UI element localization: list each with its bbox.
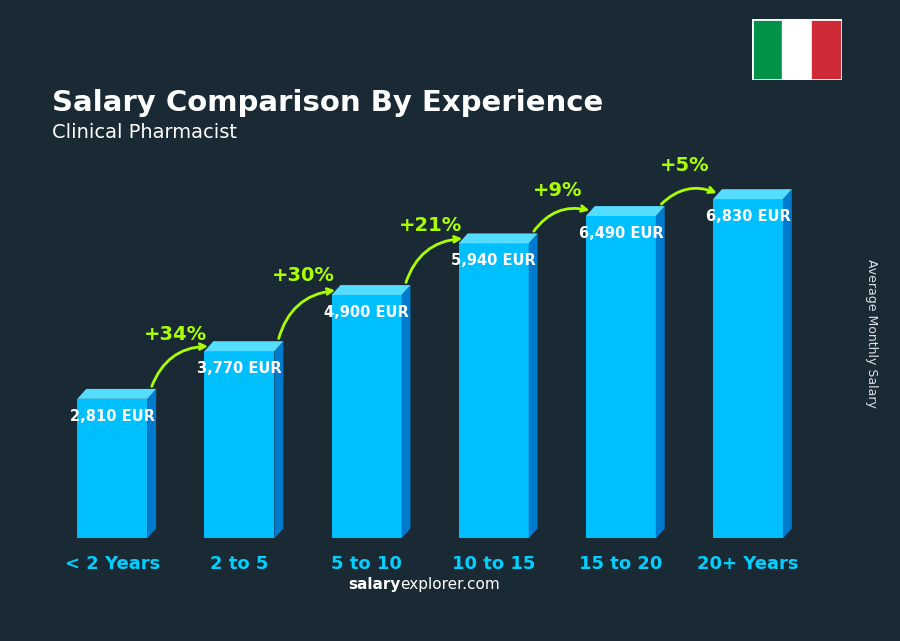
Polygon shape	[77, 399, 148, 538]
Polygon shape	[204, 341, 284, 351]
Text: Salary Comparison By Experience: Salary Comparison By Experience	[52, 89, 603, 117]
Text: +5%: +5%	[660, 156, 709, 176]
Text: 6,490 EUR: 6,490 EUR	[579, 226, 663, 241]
Polygon shape	[459, 244, 528, 538]
Polygon shape	[783, 189, 792, 538]
Text: 2,810 EUR: 2,810 EUR	[70, 409, 155, 424]
Bar	[812, 19, 842, 80]
Text: +30%: +30%	[272, 265, 335, 285]
Bar	[752, 19, 781, 80]
Polygon shape	[528, 233, 537, 538]
Bar	[781, 19, 812, 80]
Polygon shape	[148, 389, 157, 538]
Text: Average Monthly Salary: Average Monthly Salary	[865, 259, 878, 408]
Text: +9%: +9%	[533, 181, 582, 200]
Text: 6,830 EUR: 6,830 EUR	[706, 209, 790, 224]
Text: Clinical Pharmacist: Clinical Pharmacist	[52, 123, 237, 142]
Text: +21%: +21%	[399, 216, 462, 235]
Polygon shape	[204, 351, 274, 538]
Text: explorer.com: explorer.com	[400, 577, 500, 592]
Polygon shape	[656, 206, 665, 538]
Polygon shape	[713, 189, 792, 199]
Polygon shape	[713, 199, 783, 538]
Polygon shape	[331, 285, 410, 295]
Text: 4,900 EUR: 4,900 EUR	[324, 305, 409, 320]
Polygon shape	[77, 389, 157, 399]
Polygon shape	[401, 285, 410, 538]
Polygon shape	[331, 295, 401, 538]
Text: salary: salary	[348, 577, 400, 592]
Text: 3,770 EUR: 3,770 EUR	[197, 361, 282, 376]
Polygon shape	[586, 216, 656, 538]
Text: +34%: +34%	[144, 325, 207, 344]
Polygon shape	[459, 233, 537, 244]
Text: 5,940 EUR: 5,940 EUR	[451, 253, 536, 269]
Polygon shape	[274, 341, 284, 538]
Polygon shape	[586, 206, 665, 216]
